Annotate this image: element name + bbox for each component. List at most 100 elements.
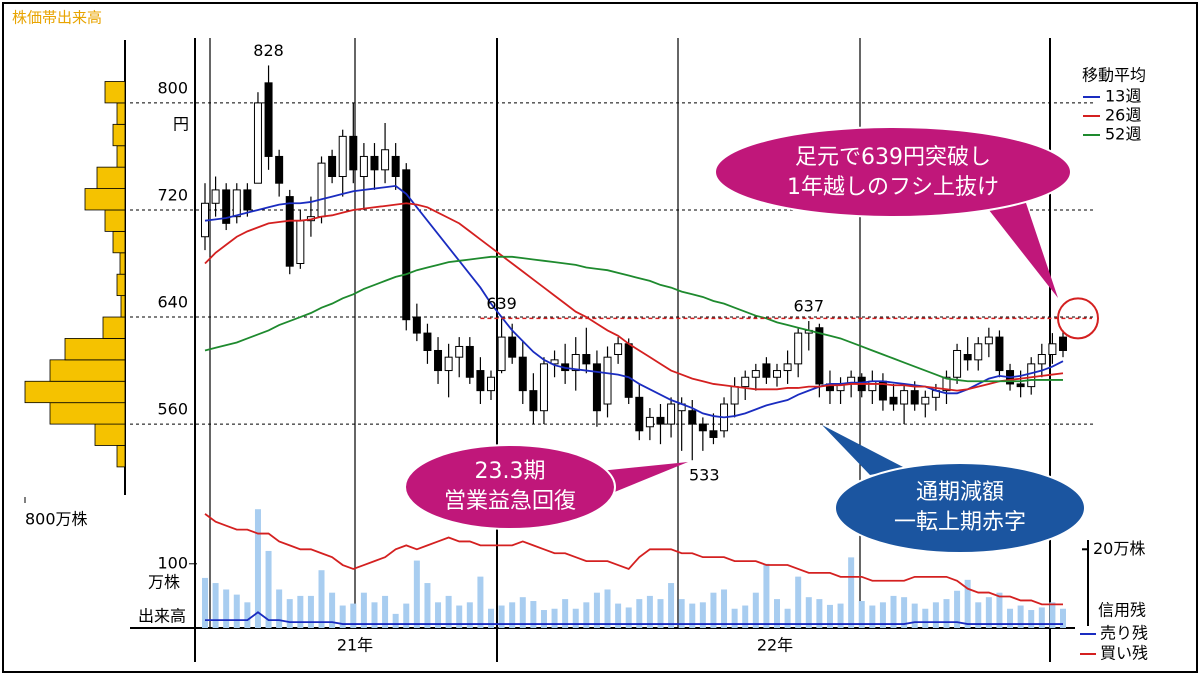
volume-bar <box>848 557 855 628</box>
volume-bar <box>869 605 876 628</box>
volume-bar <box>689 603 696 628</box>
volume-bar <box>540 610 547 628</box>
year-label: 21年 <box>337 636 373 655</box>
volume-bar <box>911 603 918 628</box>
volume-bar <box>964 579 971 628</box>
y-tick-label: 720 <box>157 185 188 204</box>
volume-bar <box>551 608 558 628</box>
candle-body <box>900 390 909 405</box>
candle-body <box>868 380 877 392</box>
volume-bar <box>1049 602 1056 628</box>
candle-body <box>232 189 241 218</box>
candle-body <box>1059 336 1067 351</box>
ma-legend-title: 移動平均 <box>1082 66 1146 85</box>
candle-body <box>688 410 697 425</box>
profile-bar <box>49 359 126 382</box>
callout-text: 23.3期 <box>475 459 546 484</box>
volume-bar <box>678 599 685 628</box>
volume-bar <box>1038 607 1045 628</box>
candle-body <box>741 376 750 388</box>
callout-text: 営業益急回復 <box>444 489 576 514</box>
profile-bar <box>120 295 126 318</box>
volume-bar <box>784 608 791 628</box>
volume-bar <box>985 597 992 628</box>
y-tick-label: 560 <box>157 400 188 419</box>
volume-bar <box>710 592 717 628</box>
volume-bar <box>805 597 812 628</box>
volume-bar <box>646 595 653 628</box>
highlight-circle <box>1057 297 1099 340</box>
volume-bar <box>530 601 537 628</box>
candle-body <box>285 196 294 267</box>
candle-body <box>211 189 220 204</box>
candle-body <box>487 376 495 392</box>
volume-bar <box>954 590 961 628</box>
candle-body <box>1027 363 1036 388</box>
candle-body <box>645 416 654 428</box>
volume-bar <box>392 613 399 628</box>
candle-body <box>1048 343 1057 356</box>
callout-tail <box>985 200 1058 298</box>
volume-bar <box>519 597 526 628</box>
volume-bar <box>466 602 473 628</box>
volume-bar <box>636 599 643 628</box>
volume-bar <box>593 592 600 628</box>
volume-bar <box>922 608 929 628</box>
candle-body <box>1037 354 1046 365</box>
volume-bar <box>350 603 357 628</box>
candle-body <box>381 149 390 171</box>
candle-body <box>423 332 432 351</box>
candle-body <box>815 327 824 385</box>
candle-body <box>518 356 527 392</box>
volume-bar <box>890 595 897 628</box>
candle-body <box>889 396 898 405</box>
profile-bar <box>116 273 126 297</box>
profile-bar <box>119 252 126 275</box>
legend-label: 26週 <box>1105 106 1141 125</box>
profile-bar <box>96 166 126 189</box>
candle-body <box>762 363 771 378</box>
extreme-label: 828 <box>253 41 284 60</box>
volume-bar <box>615 603 622 628</box>
volume-bar <box>435 602 442 628</box>
profile-bar <box>102 316 126 339</box>
candle-body <box>455 345 464 358</box>
candle-body <box>953 349 962 378</box>
candle-body <box>942 376 951 392</box>
volume-bar <box>413 560 420 628</box>
candle-body <box>359 155 368 178</box>
extreme-label: 639 <box>486 294 517 313</box>
volume-bar <box>488 608 494 628</box>
volume-bar <box>307 595 314 628</box>
candle-body <box>1016 383 1025 388</box>
candle-body <box>391 155 400 178</box>
candle-body <box>264 82 273 157</box>
volume-bar <box>932 602 939 628</box>
candle-body <box>921 396 930 405</box>
volume-bar <box>297 595 304 628</box>
candle-body <box>275 155 284 184</box>
legend-label: 13週 <box>1105 87 1141 106</box>
volume-bar <box>975 602 982 628</box>
extreme-label: 637 <box>794 297 825 316</box>
volume-bar <box>742 605 749 628</box>
volume-bar <box>1007 608 1014 628</box>
volume-bar <box>795 576 802 628</box>
profile-bar <box>112 123 126 147</box>
candle-body <box>539 363 548 412</box>
volume-bar <box>265 550 272 628</box>
profile-bar <box>104 209 126 232</box>
candle-body <box>709 430 718 438</box>
callout <box>714 126 1072 218</box>
profile-bar <box>94 423 126 446</box>
candle-body <box>963 354 972 361</box>
candle-body <box>582 354 591 365</box>
volume-bar <box>318 570 325 628</box>
volume-bar <box>562 599 569 628</box>
volume-bar <box>498 605 505 628</box>
volume-tick-label: 100 <box>157 553 188 572</box>
volume-bar <box>244 602 251 628</box>
callout-text: 1年越しのフシ上抜け <box>787 175 999 200</box>
volume-bar <box>879 602 886 628</box>
